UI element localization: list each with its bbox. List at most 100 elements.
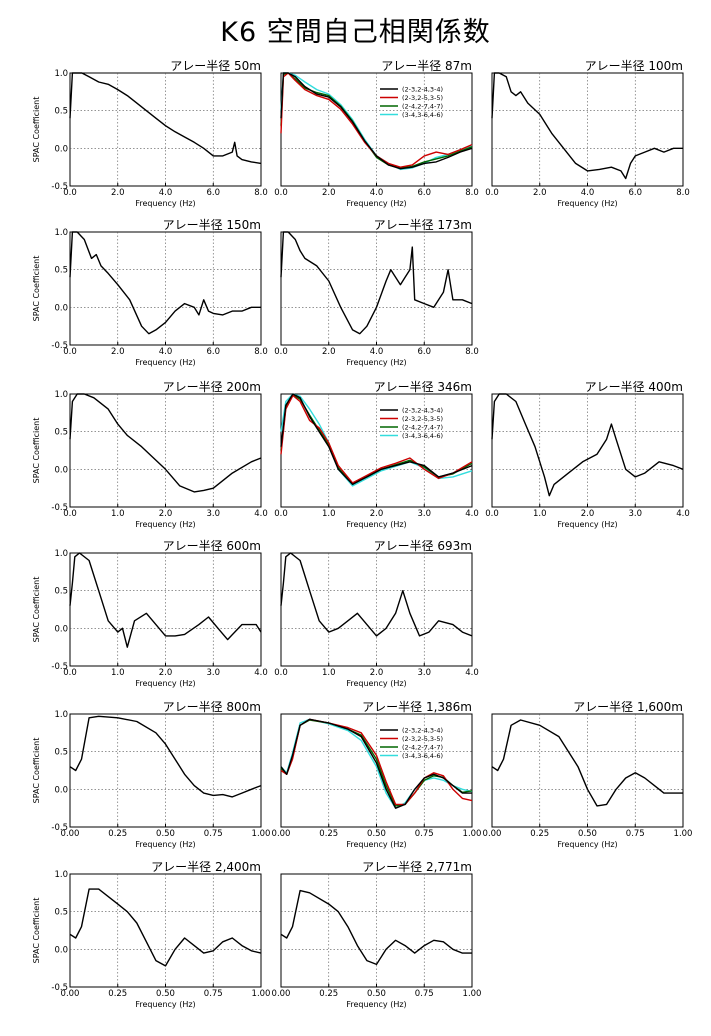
y-tick-label: 0.5	[54, 266, 68, 276]
legend-label: (2-3,2-5,3-5)	[402, 94, 443, 102]
x-tick-label: 2.0	[322, 188, 336, 198]
y-tick-label: 0.0	[54, 303, 68, 313]
x-tick-label: 3.0	[206, 509, 220, 519]
y-tick-label: -0.5	[51, 983, 68, 993]
series-line	[280, 231, 473, 335]
chart-title: アレー半径 200m	[163, 380, 261, 394]
y-tick-label: 0.5	[54, 107, 68, 117]
x-tick-label: 6.0	[628, 188, 642, 198]
chart-panel: 0.00 0.25 0.50 0.75 1.00 Frequency (Hz) アレー半径 …	[272, 700, 482, 849]
legend-label: (3-4,3-6,4-6)	[402, 111, 443, 119]
x-tick-label: 3.0	[417, 509, 431, 519]
x-axis-label: Frequency (Hz)	[135, 679, 195, 688]
x-axis-label: Frequency (Hz)	[135, 840, 195, 849]
x-axis-label: Frequency (Hz)	[557, 520, 617, 529]
x-axis-label: Frequency (Hz)	[346, 199, 406, 208]
x-tick-label: 0.25	[108, 829, 127, 839]
y-tick-label: 0.5	[54, 587, 68, 597]
chart-title: アレー半径 693m	[374, 539, 472, 553]
x-tick-label: 0.0	[274, 509, 288, 519]
x-tick-label: 1.0	[322, 509, 336, 519]
series-line	[280, 718, 473, 809]
x-tick-label: 2.0	[159, 509, 173, 519]
series-line	[280, 718, 472, 809]
chart-title: アレー半径 1,386m	[362, 700, 472, 714]
x-tick-label: 0.50	[367, 989, 386, 999]
chart-panel: 0.00 0.25 0.50 0.75 1.00 Frequency (Hz) アレー半径 …	[483, 700, 693, 849]
series-line	[69, 393, 262, 493]
y-tick-label: 0.0	[54, 785, 68, 795]
x-tick-label: 0.0	[63, 509, 77, 519]
chart-panel: 0.0 2.0 4.0 6.0 8.0 Frequency (Hz) アレー半径 100m	[485, 59, 690, 208]
x-tick-label: 8.0	[465, 347, 479, 357]
x-tick-label: 2.0	[322, 347, 336, 357]
y-tick-label: 1.0	[54, 870, 68, 880]
x-tick-label: 4.0	[581, 188, 595, 198]
legend-label: (2-3,2-5,3-5)	[402, 415, 443, 423]
x-tick-label: 1.0	[533, 509, 547, 519]
x-axis-label: Frequency (Hz)	[346, 358, 406, 367]
x-tick-label: 0.0	[274, 188, 288, 198]
chart-panel: 0.0 1.0 2.0 3.0 4.0 Frequency (Hz) アレー半径 693m	[274, 539, 479, 688]
x-tick-label: 0.0	[63, 188, 77, 198]
chart-panel: 0.00 0.25 0.50 0.75 1.00 1.0 0.5 0.0 -0.5 Frequen…	[32, 860, 270, 1009]
x-tick-label: 8.0	[254, 188, 268, 198]
x-tick-label: 0.0	[274, 668, 288, 678]
x-tick-label: 0.75	[415, 829, 434, 839]
y-tick-label: 0.0	[54, 144, 68, 154]
x-tick-label: 8.0	[465, 188, 479, 198]
series-line	[491, 393, 684, 497]
x-tick-label: 0.25	[319, 829, 338, 839]
x-tick-label: 4.0	[254, 668, 268, 678]
chart-title: アレー半径 1,600m	[573, 700, 683, 714]
chart-title: アレー半径 346m	[374, 380, 472, 394]
y-tick-label: 0.0	[54, 624, 68, 634]
x-tick-label: 0.50	[156, 829, 175, 839]
legend-label: (3-4,3-6,4-6)	[402, 432, 443, 440]
y-tick-label: 0.5	[54, 908, 68, 918]
chart-title: アレー半径 600m	[163, 539, 261, 553]
x-axis-label: Frequency (Hz)	[346, 679, 406, 688]
x-tick-label: 0.25	[108, 989, 127, 999]
chart-panel: 0.0 1.0 2.0 3.0 4.0 Frequency (Hz) アレー半径 400m	[485, 380, 690, 529]
x-tick-label: 3.0	[206, 668, 220, 678]
series-line	[280, 72, 473, 171]
chart-panel: 0.0 2.0 4.0 6.0 8.0 Frequency (Hz) アレー半径 87m (2…	[274, 59, 479, 208]
x-tick-label: 0.00	[272, 989, 291, 999]
y-tick-label: -0.5	[51, 662, 68, 672]
x-tick-label: 0.0	[485, 509, 499, 519]
y-tick-label: -0.5	[51, 341, 68, 351]
x-tick-label: 8.0	[676, 188, 690, 198]
y-tick-label: 1.0	[54, 228, 68, 238]
x-tick-label: 4.0	[254, 509, 268, 519]
x-tick-label: 4.0	[676, 509, 690, 519]
x-tick-label: 0.00	[61, 829, 80, 839]
x-tick-label: 2.0	[159, 668, 173, 678]
x-tick-label: 0.50	[156, 989, 175, 999]
x-tick-label: 3.0	[417, 668, 431, 678]
series-line	[69, 72, 262, 165]
x-tick-label: 2.0	[581, 509, 595, 519]
series-line	[69, 888, 262, 967]
x-tick-label: 4.0	[159, 188, 173, 198]
y-tick-label: 0.5	[54, 748, 68, 758]
y-axis-label: SPAC Coefficient	[32, 738, 41, 804]
x-tick-label: 1.00	[463, 989, 482, 999]
x-tick-label: 0.00	[61, 989, 80, 999]
y-axis-label: SPAC Coefficient	[32, 418, 41, 484]
x-tick-label: 0.00	[272, 829, 291, 839]
x-tick-label: 1.00	[463, 829, 482, 839]
x-axis-label: Frequency (Hz)	[135, 199, 195, 208]
chart-panel: 0.00 0.25 0.50 0.75 1.00 Frequency (Hz) アレー半径 …	[272, 860, 482, 1009]
x-tick-label: 4.0	[159, 347, 173, 357]
series-line	[280, 393, 473, 486]
chart-title: アレー半径 150m	[163, 218, 261, 232]
x-axis-label: Frequency (Hz)	[135, 1000, 195, 1009]
x-tick-label: 6.0	[206, 188, 220, 198]
x-tick-label: 0.0	[63, 347, 77, 357]
legend-label: (2-4,2-7,4-7)	[402, 424, 443, 432]
x-tick-label: 0.50	[578, 829, 597, 839]
chart-title: アレー半径 173m	[374, 218, 472, 232]
